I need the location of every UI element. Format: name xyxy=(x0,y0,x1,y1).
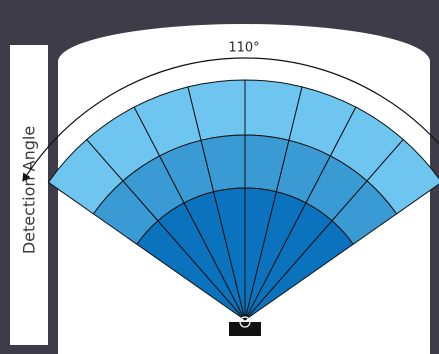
angle-value-label: 110° xyxy=(228,40,260,56)
double-headed-arc-arrow-icon xyxy=(22,57,439,182)
sensor-icon xyxy=(229,316,261,336)
detection-fan xyxy=(47,79,439,321)
detection-fan-diagram xyxy=(22,57,439,336)
side-label-panel xyxy=(10,45,48,345)
fan-segment xyxy=(244,220,354,321)
